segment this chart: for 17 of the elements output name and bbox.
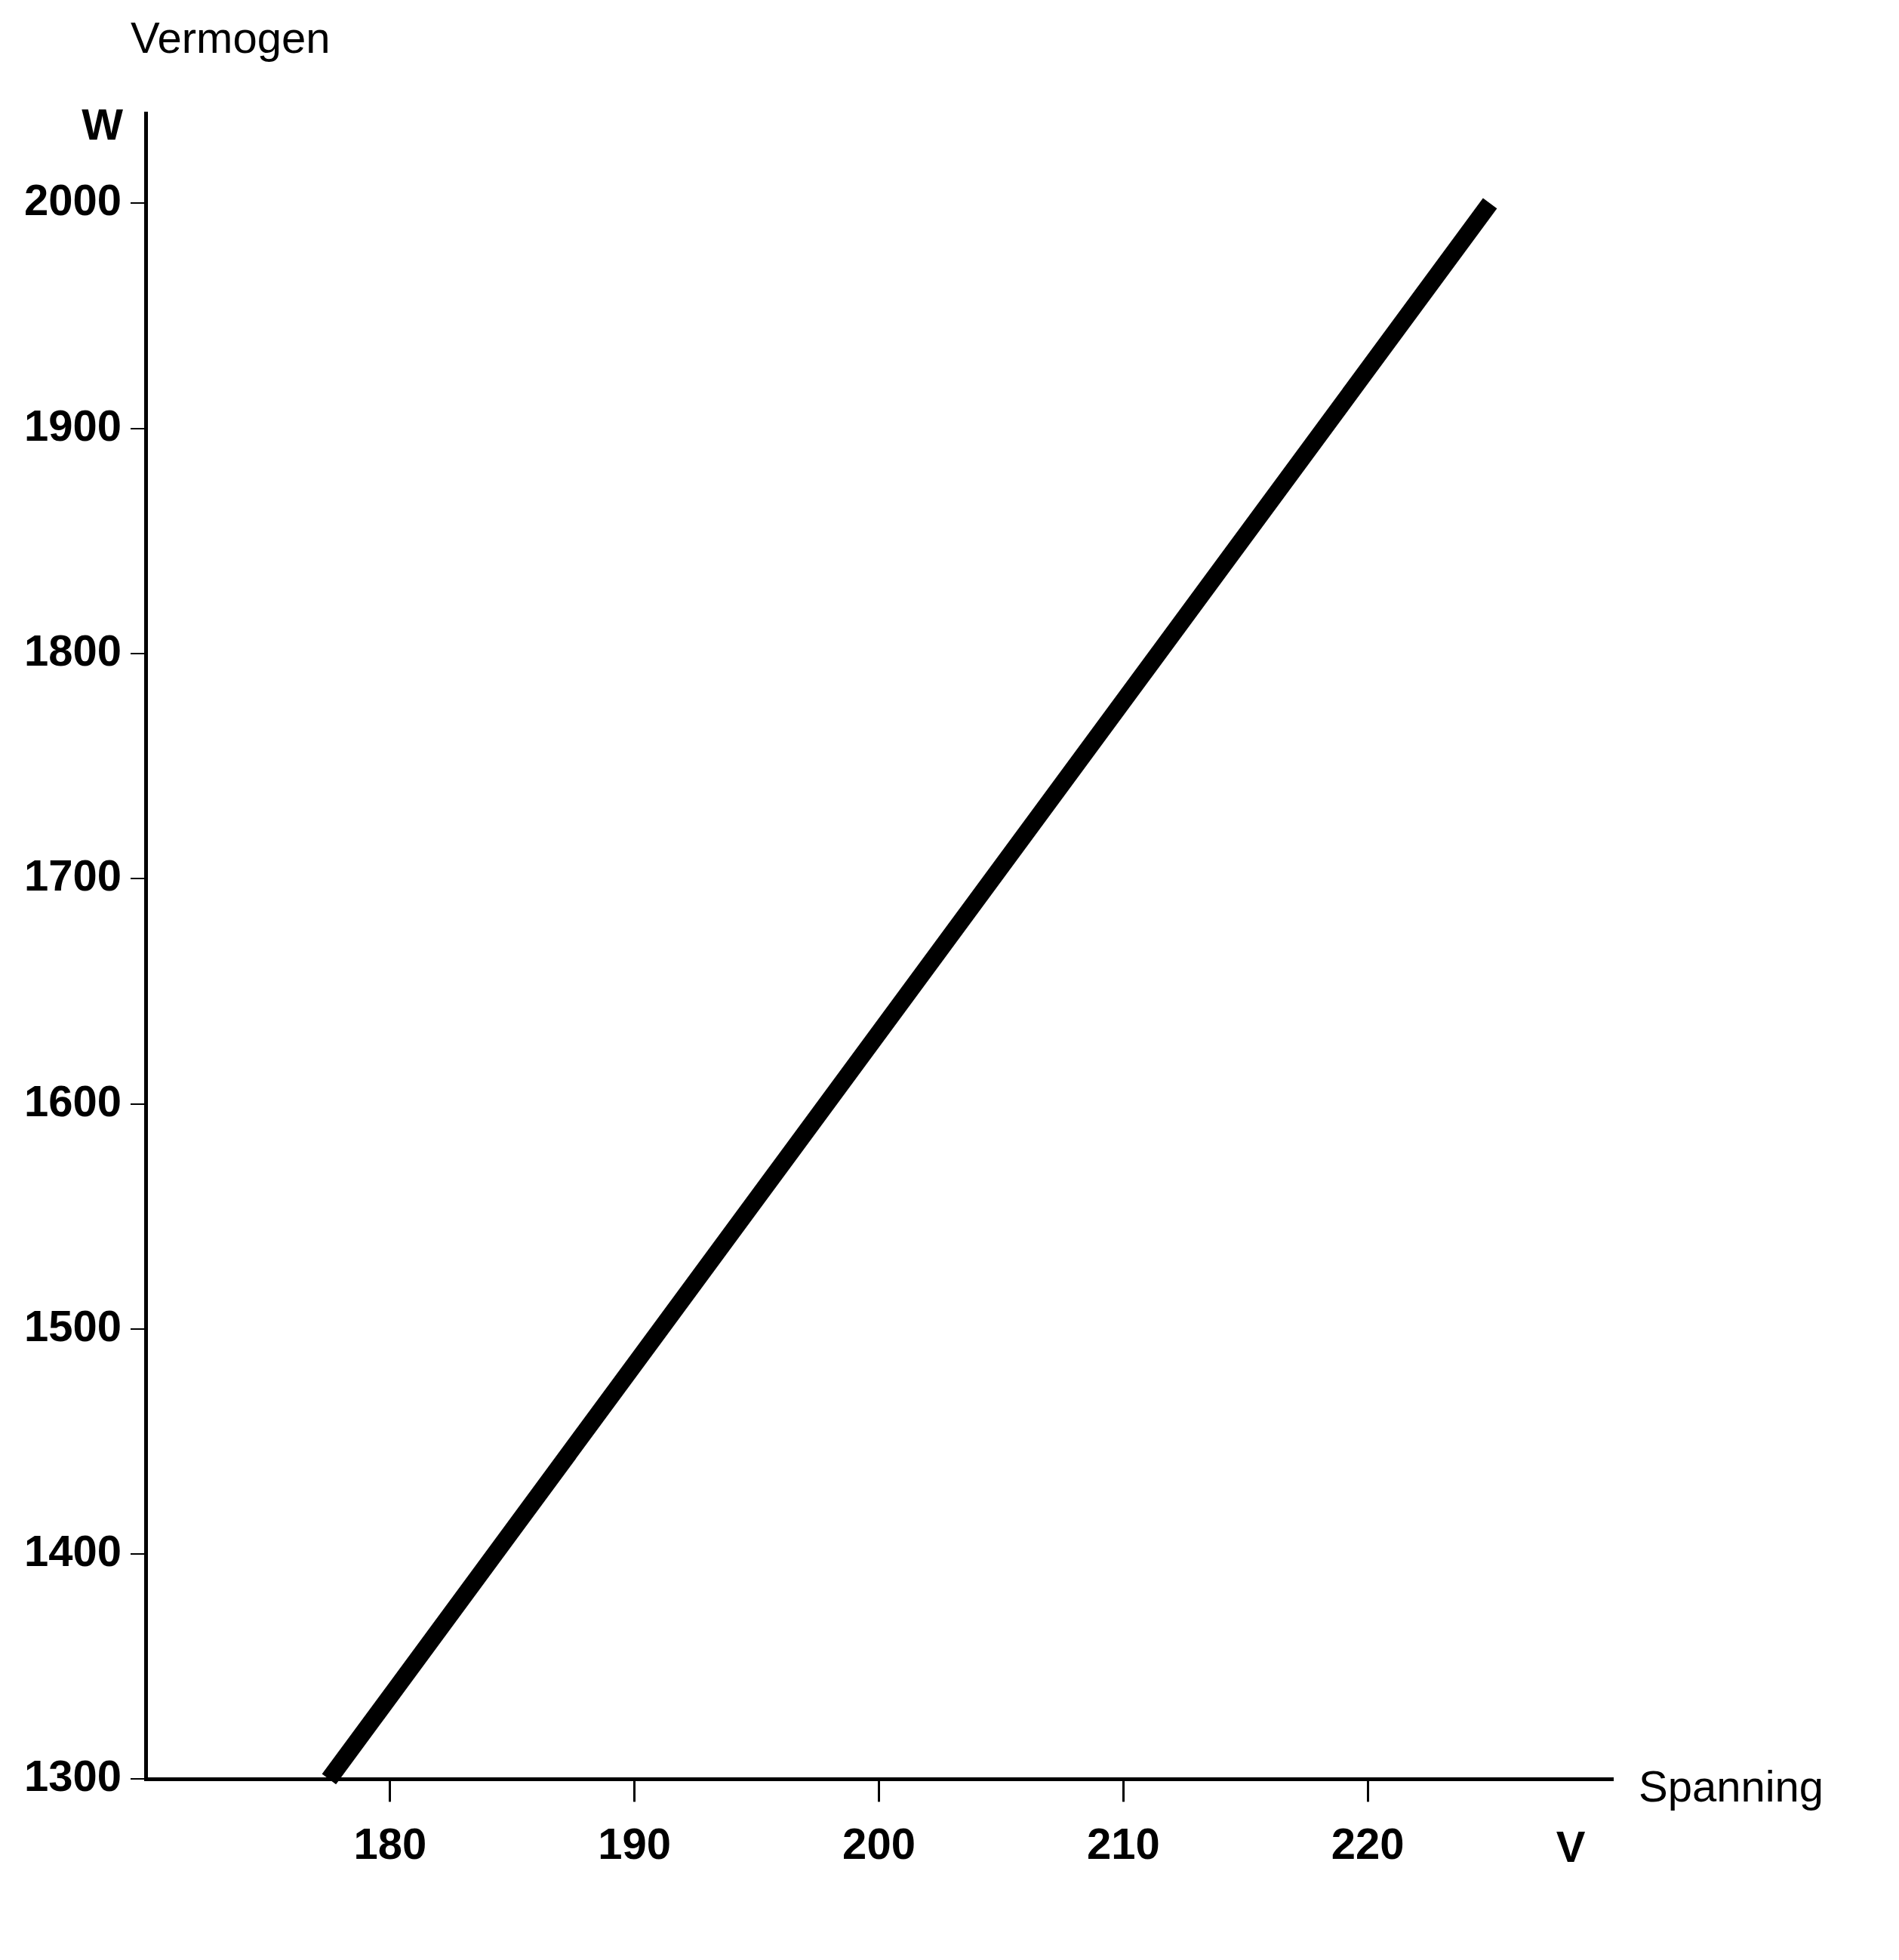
y-tick-label: 1500 (24, 1300, 122, 1350)
x-axis-title: Spanning (1639, 1762, 1824, 1811)
y-tick-label: 1700 (24, 851, 122, 900)
x-tick-label: 190 (598, 1819, 672, 1869)
x-tick-label: 180 (353, 1819, 427, 1869)
y-tick-label: 1600 (24, 1075, 122, 1125)
x-tick-label: 210 (1086, 1819, 1160, 1869)
text: W (82, 100, 124, 149)
x-tick-label: 200 (842, 1819, 916, 1869)
y-tick-label: 2000 (24, 175, 122, 225)
x-tick-label: 220 (1331, 1819, 1405, 1869)
y-axis-title: Vermogen (131, 13, 331, 62)
y-tick-label: 1800 (24, 625, 122, 675)
y-tick-label: 1300 (24, 1751, 122, 1801)
y-tick-label: 1900 (24, 400, 122, 450)
y-tick-label: 1400 (24, 1526, 122, 1576)
text: V (1556, 1822, 1586, 1872)
